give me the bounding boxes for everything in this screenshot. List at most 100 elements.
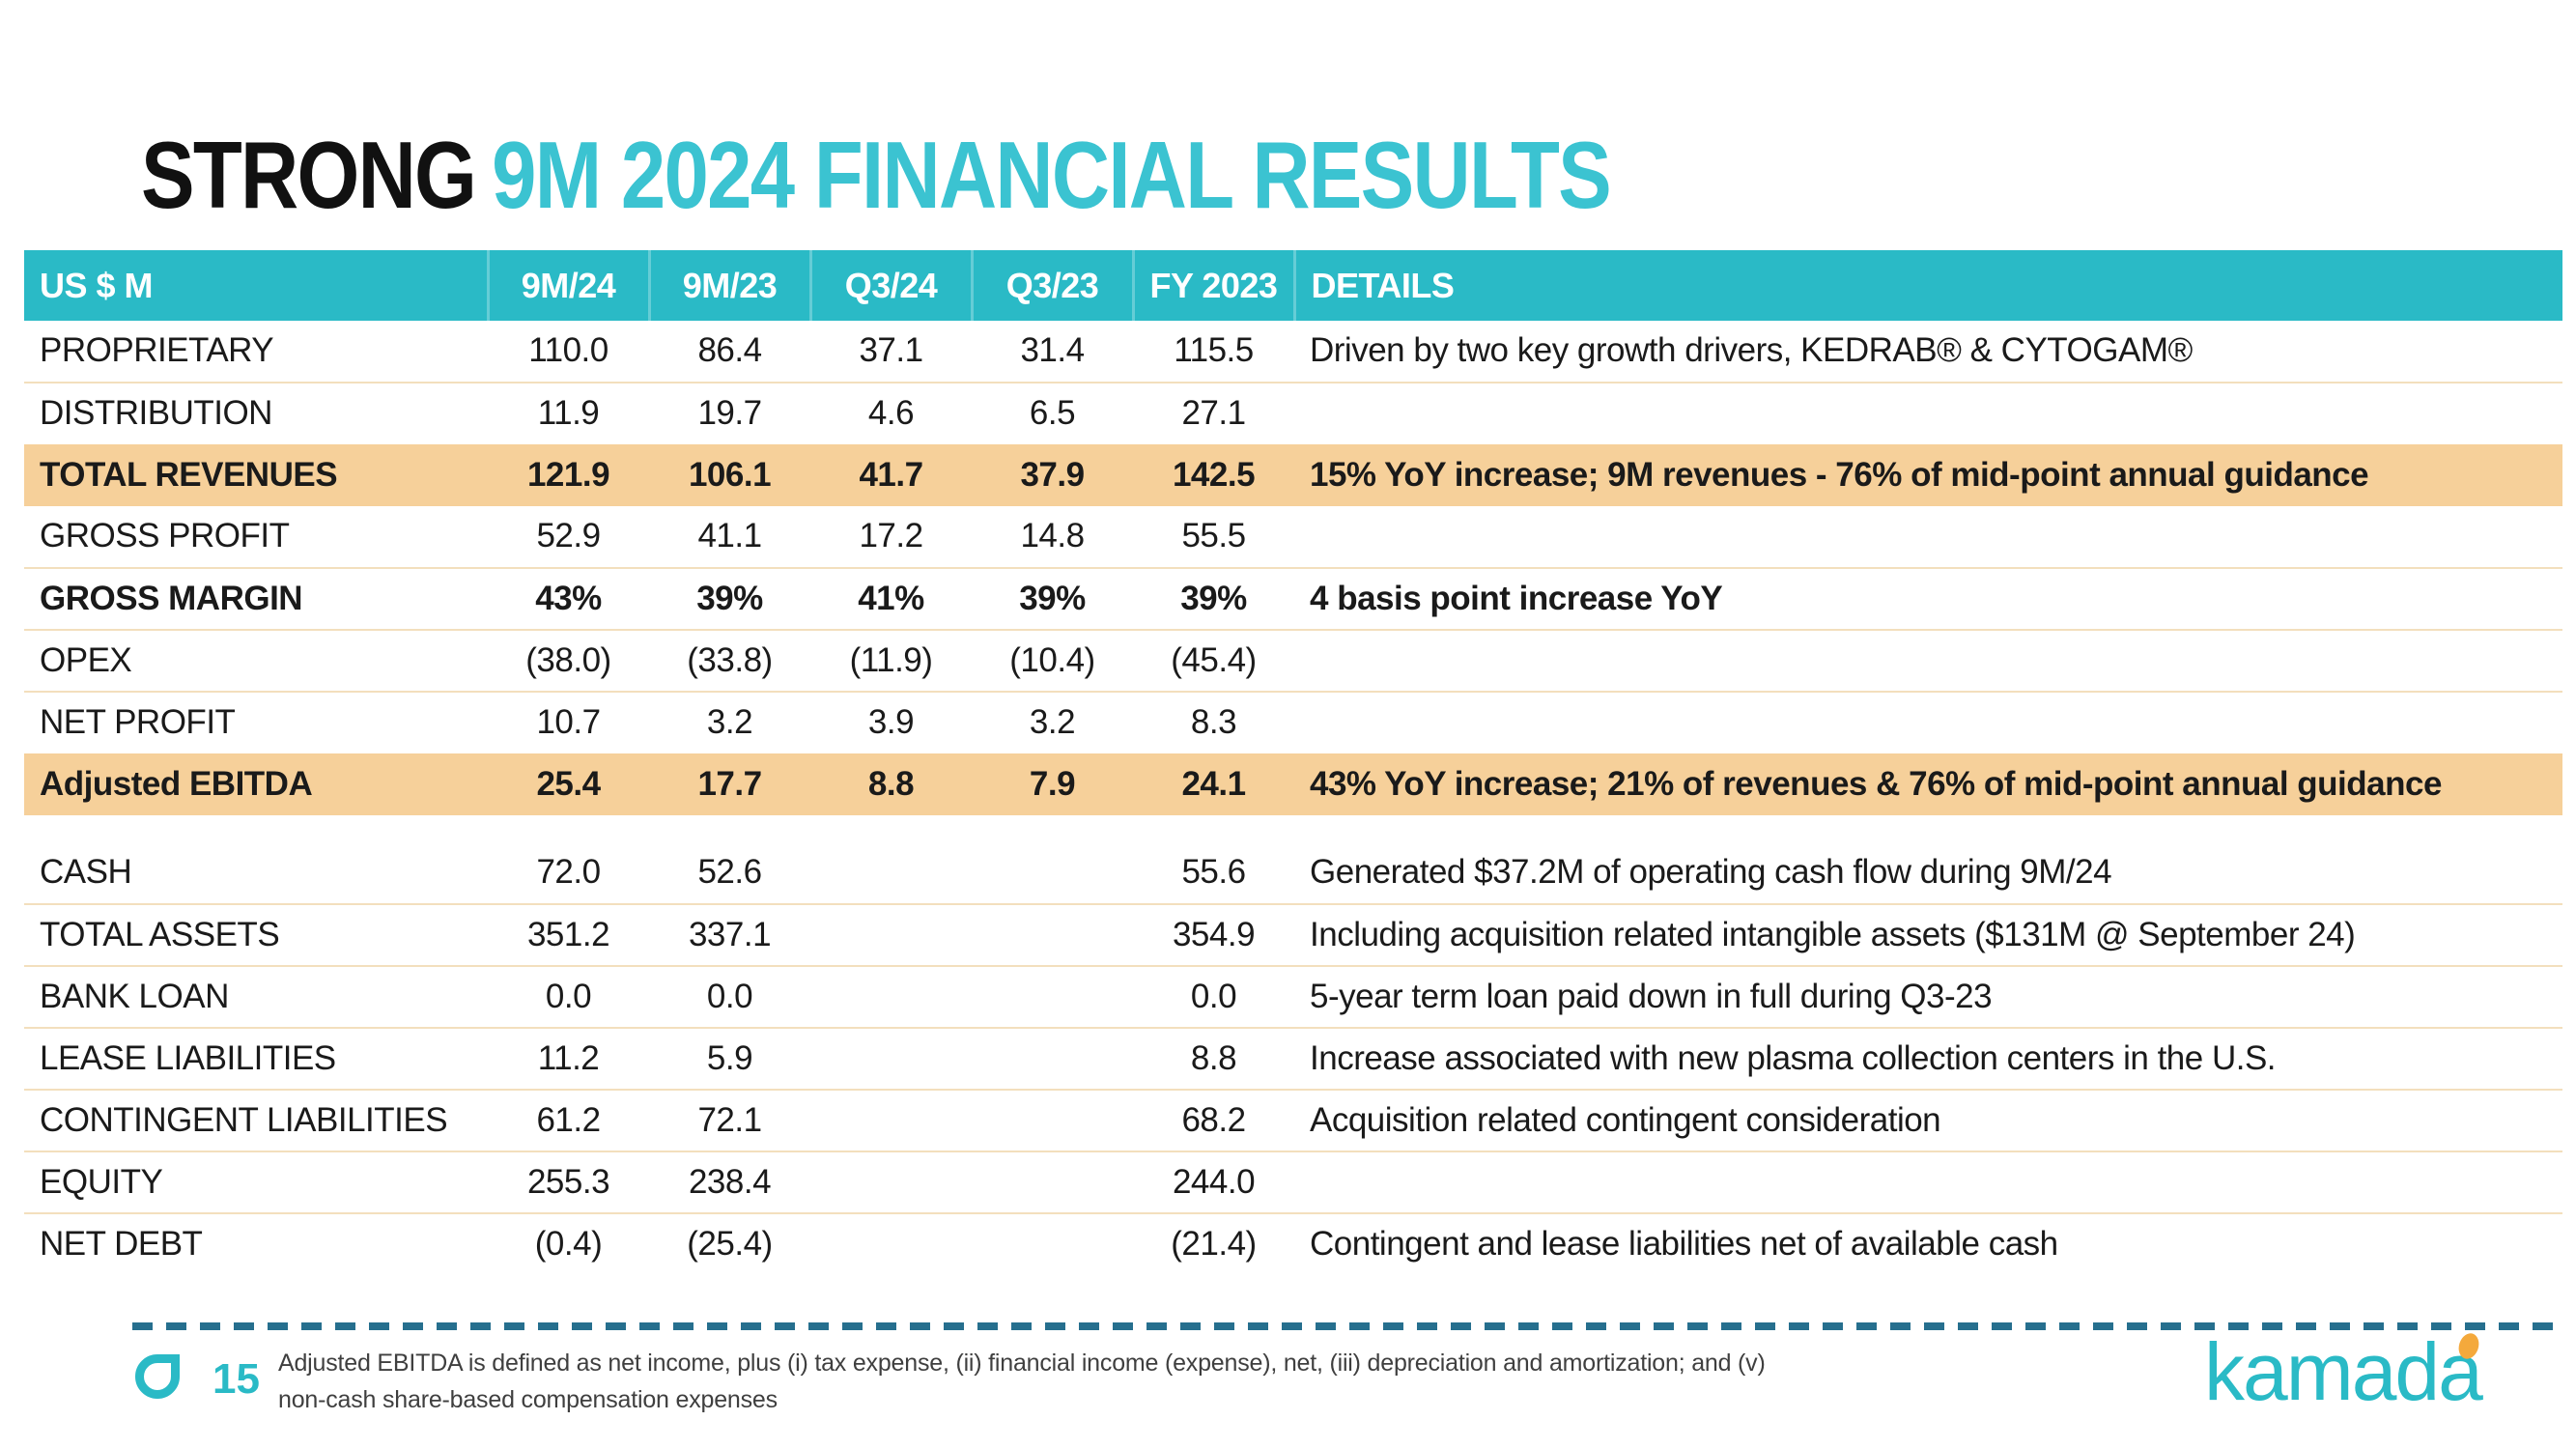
table-header-row: US $ M 9M/24 9M/23 Q3/24 Q3/23 FY 2023 D… xyxy=(24,250,2562,321)
value-cell: 8.8 xyxy=(1133,1028,1294,1091)
value-cell: (10.4) xyxy=(972,630,1133,693)
value-cell: 0.0 xyxy=(488,966,649,1029)
value-cell: (0.4) xyxy=(534,1225,603,1264)
value-cell: 27.1 xyxy=(1181,394,1246,433)
header-9m23: 9M/23 xyxy=(647,250,810,321)
value-cell xyxy=(810,1090,972,1152)
value-cell: 3.2 xyxy=(1029,703,1076,742)
value-cell: 31.4 xyxy=(972,321,1133,384)
page-number: 15 xyxy=(212,1355,260,1403)
value-cell: 244.0 xyxy=(1133,1151,1294,1214)
page-title-prefix: STRONG xyxy=(141,121,477,228)
value-cell: 19.7 xyxy=(697,394,762,433)
value-cell: 0.0 xyxy=(1133,966,1294,1029)
kamada-logo: kamada xyxy=(2204,1326,2483,1417)
value-cell: 25.4 xyxy=(488,753,649,815)
header-q324: Q3/24 xyxy=(808,250,972,321)
value-cell xyxy=(810,904,972,967)
value-cell: (33.8) xyxy=(649,630,810,693)
table-row: GROSS MARGIN 43% 39% 41% 39% 39% 4 basis point… xyxy=(24,568,2562,631)
table-row: Adjusted EBITDA 25.4 17.7 8.8 7.9 24.1 43% YoY… xyxy=(24,753,2562,815)
row-details: Including acquisition related intangible… xyxy=(1294,904,2562,967)
value-cell: 337.1 xyxy=(649,904,810,967)
value-cell: (21.4) xyxy=(1171,1225,1257,1264)
table-body: PROPRIETARY 110.0 86.4 37.1 31.4 115.5 Driven … xyxy=(24,321,2562,1275)
value-cell: 0.0 xyxy=(649,966,810,1029)
row-details: Contingent and lease liabilities net of … xyxy=(1310,1225,2058,1264)
row-details: 5-year term loan paid down in full durin… xyxy=(1294,966,2562,1029)
value-cell xyxy=(810,1151,972,1214)
page-title-rest: 9M 2024 FINANCIAL RESULTS xyxy=(492,121,1612,228)
row-details: Acquisition related contingent considera… xyxy=(1294,1090,2562,1152)
value-cell: 354.9 xyxy=(1133,904,1294,967)
value-cell: 10.7 xyxy=(536,703,601,742)
row-details: Generated $37.2M of operating cash flow … xyxy=(1294,842,2562,905)
value-cell: (38.0) xyxy=(488,630,649,693)
table-row: CONTINGENT LIABILITIES 61.2 72.1 68.2 Acquis… xyxy=(24,1090,2562,1152)
value-cell: 41% xyxy=(810,568,972,631)
value-cell: 4.6 xyxy=(867,394,915,433)
table-row: LEASE LIABILITIES 11.2 5.9 8.8 Increase asso… xyxy=(24,1028,2562,1091)
value-cell: 39% xyxy=(1133,568,1294,631)
table-row: EQUITY 255.3 238.4 244.0 xyxy=(24,1151,2562,1214)
page-title: STRONG 9M 2024 FINANCIAL RESULTS xyxy=(141,128,1612,222)
row-label: EQUITY xyxy=(24,1151,488,1214)
row-label: GROSS MARGIN xyxy=(24,568,488,631)
value-cell: 72.0 xyxy=(488,842,649,905)
value-cell: 255.3 xyxy=(488,1151,649,1214)
value-cell: 24.1 xyxy=(1133,753,1294,815)
value-cell: 106.1 xyxy=(649,444,810,506)
value-cell: 238.4 xyxy=(649,1151,810,1214)
header-details: DETAILS xyxy=(1292,250,2562,321)
table-row: TOTAL REVENUES 121.9 106.1 41.7 37.9 142.5 15%… xyxy=(24,444,2562,506)
table-header: US $ M 9M/24 9M/23 Q3/24 Q3/23 FY 2023 D… xyxy=(24,250,2562,321)
header-9m24: 9M/24 xyxy=(486,250,649,321)
value-cell: 41.7 xyxy=(810,444,972,506)
value-cell: 17.2 xyxy=(810,506,972,569)
section-spacer xyxy=(24,815,2562,842)
value-cell xyxy=(810,1213,972,1275)
footnote-line-2: non-cash share-based compensation expens… xyxy=(278,1386,778,1413)
header-us-m: US $ M xyxy=(24,250,488,321)
value-cell xyxy=(810,966,972,1029)
value-cell: 61.2 xyxy=(488,1090,649,1152)
row-details: 15% YoY increase; 9M revenues - 76% of m… xyxy=(1294,444,2562,506)
value-cell: 11.9 xyxy=(537,394,600,433)
value-cell: 17.7 xyxy=(649,753,810,815)
value-cell xyxy=(972,842,1133,905)
table-row: CASH 72.0 52.6 55.6 Generated $37.2M of oper… xyxy=(24,842,2562,905)
header-fy2023: FY 2023 xyxy=(1131,250,1294,321)
value-cell xyxy=(972,1213,1133,1275)
value-cell: (25.4) xyxy=(687,1225,773,1264)
row-details xyxy=(1294,630,2562,693)
value-cell: 6.5 xyxy=(1029,394,1076,433)
footer-dashed-divider xyxy=(132,1322,2566,1330)
value-cell: 7.9 xyxy=(972,753,1133,815)
footnote-line-1: Adjusted EBITDA is defined as net income… xyxy=(278,1350,1766,1377)
table-row: DISTRIBUTION 11.9 19.7 4.6 6.5 27.1 xyxy=(24,383,2562,444)
table-row: BANK LOAN 0.0 0.0 0.0 5-year term loan paid … xyxy=(24,966,2562,1029)
footnote: Adjusted EBITDA is defined as net income… xyxy=(278,1345,1766,1418)
value-cell: 142.5 xyxy=(1133,444,1294,506)
header-q323: Q3/23 xyxy=(970,250,1133,321)
row-label: NET DEBT xyxy=(40,1225,203,1264)
row-label: GROSS PROFIT xyxy=(24,506,488,569)
value-cell: 39% xyxy=(649,568,810,631)
value-cell: 3.2 xyxy=(706,703,753,742)
value-cell: 39% xyxy=(972,568,1133,631)
row-label: TOTAL REVENUES xyxy=(24,444,488,506)
table-row: GROSS PROFIT 52.9 41.1 17.2 14.8 55.5 xyxy=(24,506,2562,569)
row-label: Adjusted EBITDA xyxy=(24,753,488,815)
row-label: DISTRIBUTION xyxy=(40,394,272,433)
row-label: CASH xyxy=(24,842,488,905)
value-cell: 121.9 xyxy=(488,444,649,506)
kamada-droplet-icon xyxy=(135,1354,180,1399)
value-cell: (11.9) xyxy=(810,630,972,693)
row-details xyxy=(1294,383,2562,444)
row-details: Increase associated with new plasma coll… xyxy=(1294,1028,2562,1091)
value-cell: 52.9 xyxy=(488,506,649,569)
table-row: OPEX (38.0) (33.8) (11.9) (10.4) (45.4) xyxy=(24,630,2562,693)
value-cell: 14.8 xyxy=(972,506,1133,569)
value-cell: 55.5 xyxy=(1133,506,1294,569)
row-label: BANK LOAN xyxy=(24,966,488,1029)
